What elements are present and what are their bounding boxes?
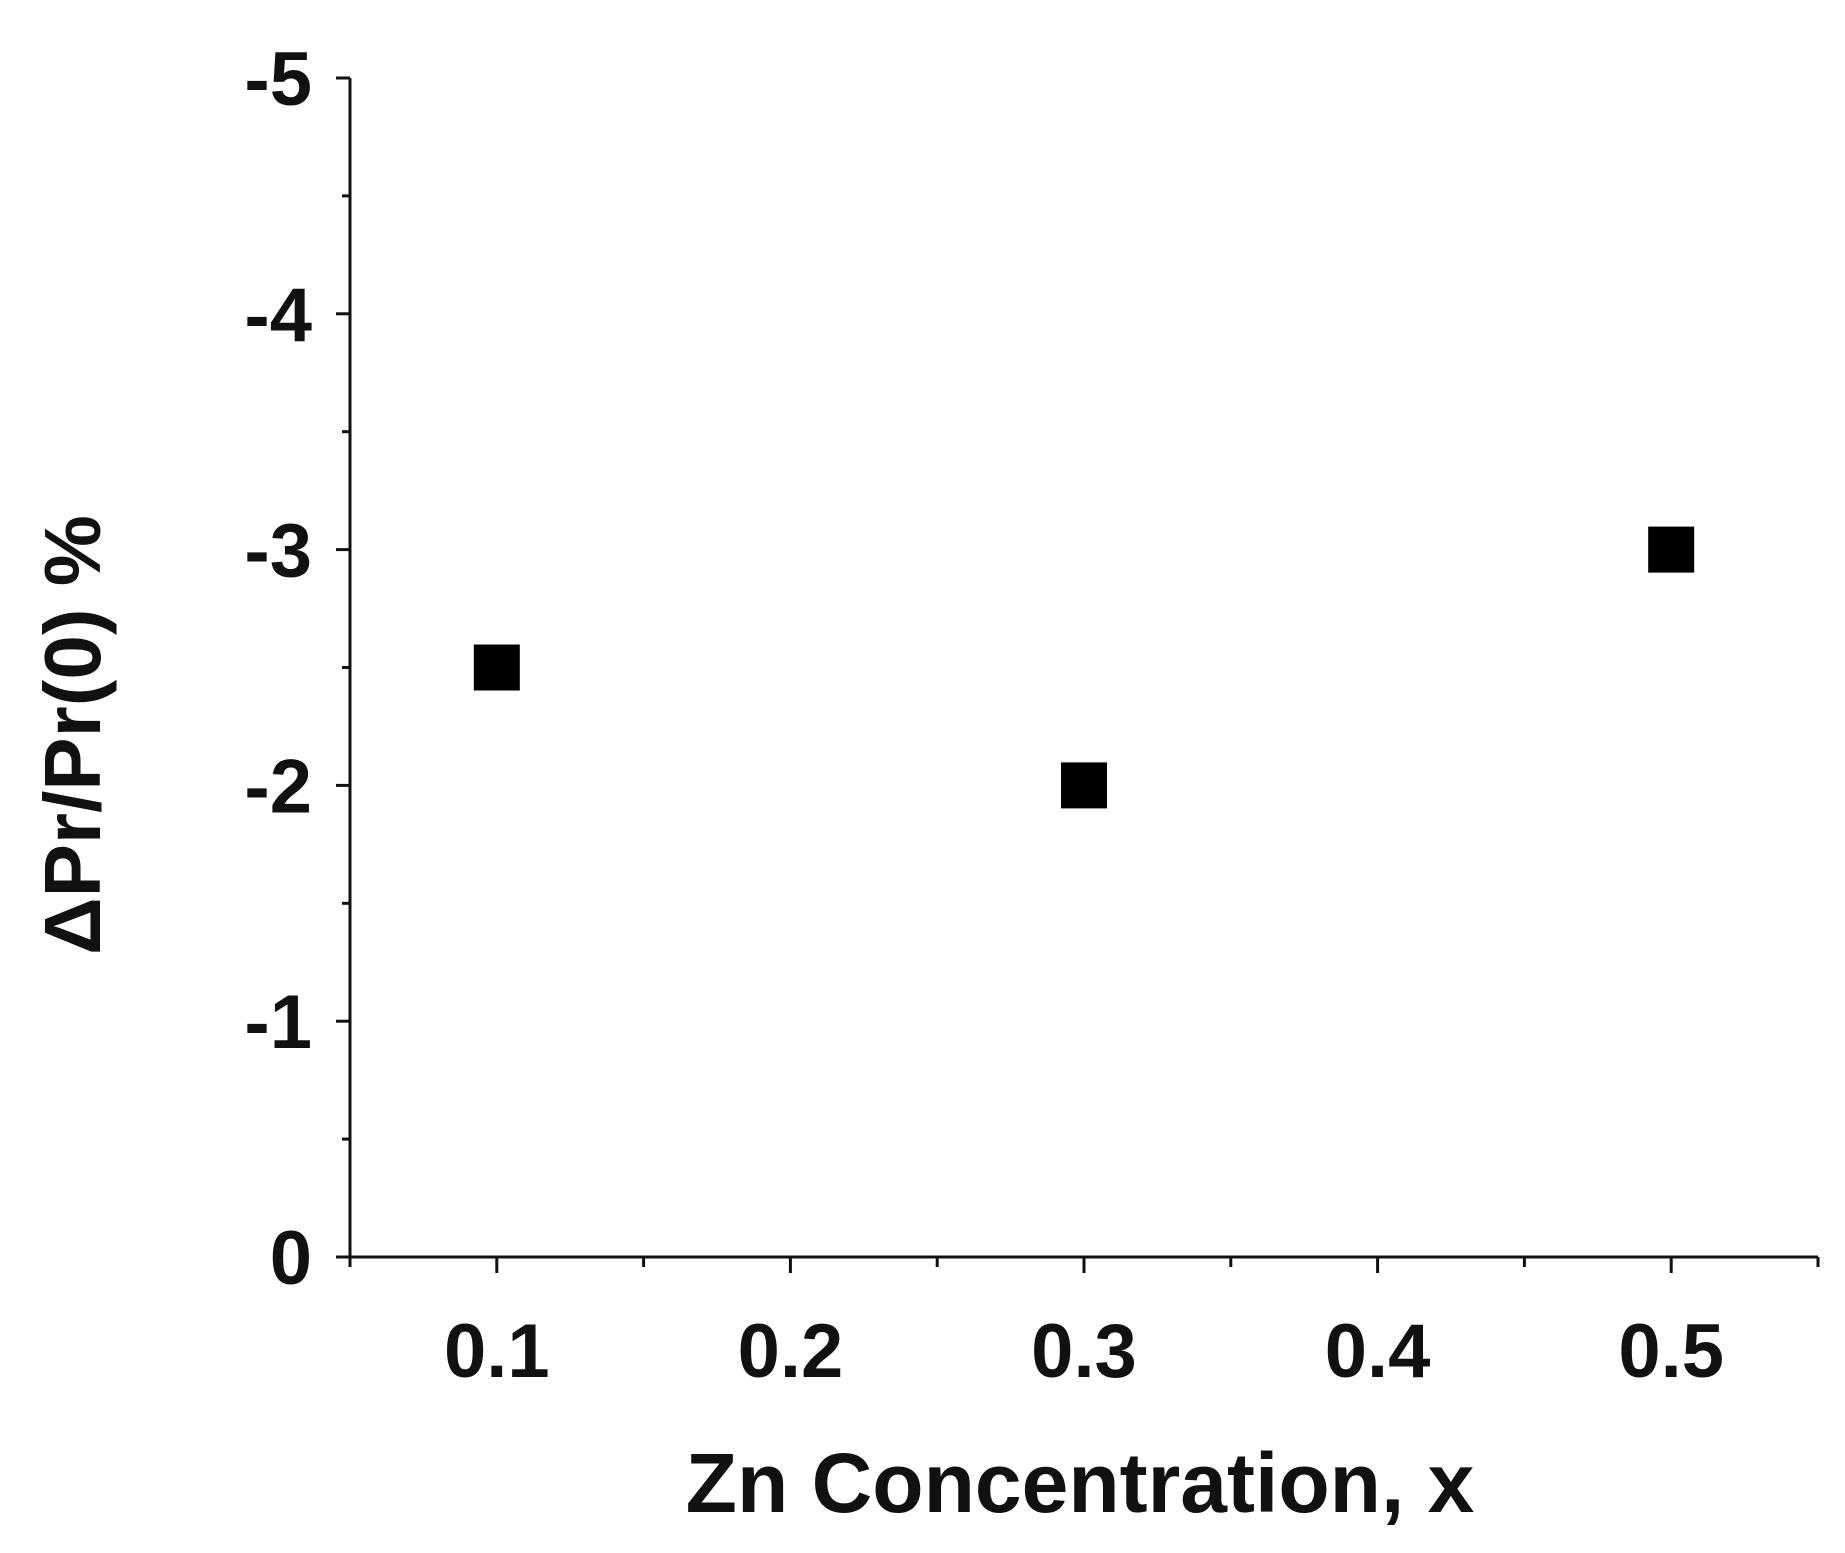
ticks: 0 -1 -2 -3 -4 -5 0.1 0.2 0.3 0.4 0.5 <box>244 37 1820 1394</box>
y-tick-label: 0 <box>270 1216 312 1301</box>
data-point-square <box>1648 526 1695 573</box>
x-tick-label: 0.4 <box>1325 1309 1431 1394</box>
data-point-square <box>1061 762 1107 809</box>
y-axis-label: ΔPr/Pr(0) % <box>28 515 117 955</box>
x-tick-label: 0.1 <box>444 1309 550 1394</box>
axes <box>348 78 1818 1259</box>
x-axis-label: Zn Concentration, x <box>686 1436 1475 1530</box>
x-tick-label: 0.2 <box>738 1309 844 1394</box>
y-tick-label: -3 <box>244 509 312 594</box>
y-tick-label: -5 <box>244 37 312 122</box>
y-tick-label: -1 <box>244 980 312 1065</box>
x-tick-label: 0.3 <box>1031 1309 1137 1394</box>
data-point-square <box>473 644 520 691</box>
y-tick-label: -4 <box>244 273 312 358</box>
x-tick-label: 0.5 <box>1618 1309 1724 1394</box>
y-tick-label: -2 <box>244 744 312 829</box>
data-points <box>473 526 1695 809</box>
